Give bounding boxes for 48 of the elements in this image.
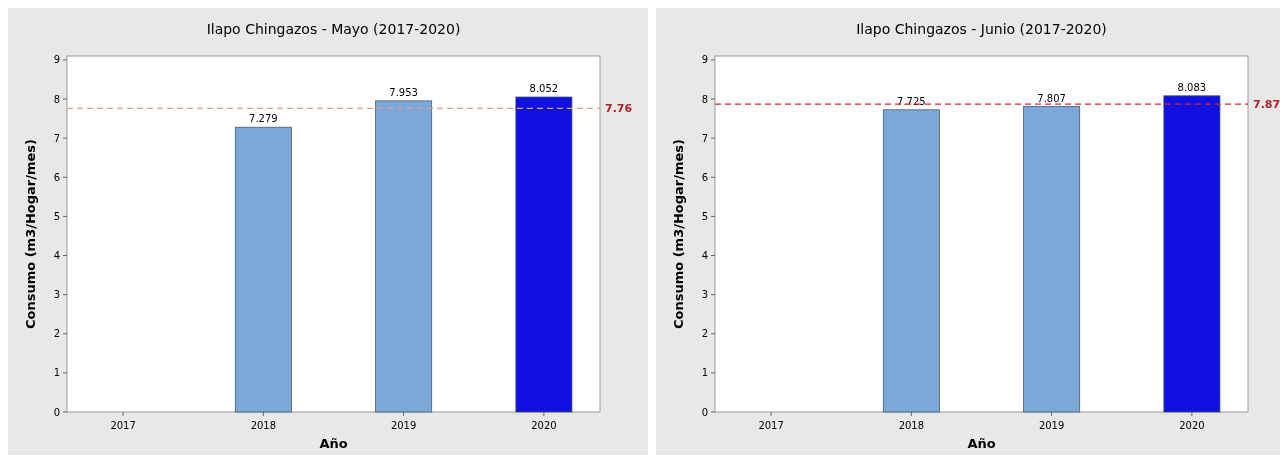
- ref-line-label: 7.87: [1253, 97, 1281, 111]
- y-tick-label: 0: [53, 406, 60, 418]
- y-tick-label: 6: [53, 171, 60, 183]
- x-axis-title: Año: [319, 436, 348, 451]
- data-label: 7.279: [249, 113, 278, 125]
- bar: [882, 109, 940, 413]
- x-axis-title: Año: [967, 436, 996, 451]
- bar: [375, 100, 433, 413]
- y-tick-label: 7: [701, 132, 708, 144]
- data-label: 7.725: [897, 95, 926, 107]
- ref-line-label: 7.76: [605, 102, 633, 116]
- x-tick-label: 2018: [898, 420, 925, 431]
- y-tick-label: 2: [701, 328, 708, 340]
- data-label: 7.807: [1037, 92, 1066, 104]
- x-tick-label: 2017: [758, 420, 784, 431]
- y-tick-label: 4: [701, 250, 708, 262]
- y-tick-label: 3: [701, 289, 708, 301]
- y-tick-label: 5: [53, 210, 60, 222]
- bar: [1023, 106, 1081, 413]
- chart-title: Ilapo Chingazos - Mayo (2017-2020): [206, 21, 461, 37]
- bar: [234, 126, 292, 413]
- y-tick-label: 9: [53, 54, 60, 66]
- data-label: 8.052: [529, 83, 559, 94]
- x-tick-label: 2020: [1179, 420, 1205, 431]
- y-axis-title: Consumo (m3/Hogar/mes): [23, 138, 38, 330]
- y-tick-label: 1: [53, 367, 60, 379]
- x-tick-label: 2018: [250, 420, 277, 431]
- data-label: 8.083: [1177, 81, 1207, 93]
- chart-title: Ilapo Chingazos - Junio (2017-2020): [856, 21, 1107, 37]
- y-tick-label: 1: [701, 367, 708, 379]
- y-tick-label: 8: [701, 93, 708, 105]
- y-tick-label: 5: [701, 210, 708, 222]
- y-tick-label: 4: [53, 250, 60, 262]
- y-axis-title: Consumo (m3/Hogar/mes): [671, 138, 686, 330]
- y-tick-label: 6: [701, 171, 708, 183]
- y-tick-label: 0: [701, 406, 708, 418]
- y-tick-label: 2: [53, 328, 60, 340]
- y-tick-label: 7: [53, 132, 60, 144]
- data-label: 7.953: [389, 86, 418, 98]
- x-tick-label: 2020: [531, 420, 557, 431]
- bar: [1163, 95, 1221, 413]
- y-tick-label: 8: [53, 93, 60, 105]
- x-tick-label: 2019: [1038, 420, 1065, 431]
- y-tick-label: 3: [53, 289, 60, 301]
- x-tick-label: 2017: [110, 420, 136, 431]
- x-tick-label: 2019: [390, 420, 417, 431]
- y-tick-label: 9: [701, 54, 708, 66]
- bar: [515, 96, 573, 413]
